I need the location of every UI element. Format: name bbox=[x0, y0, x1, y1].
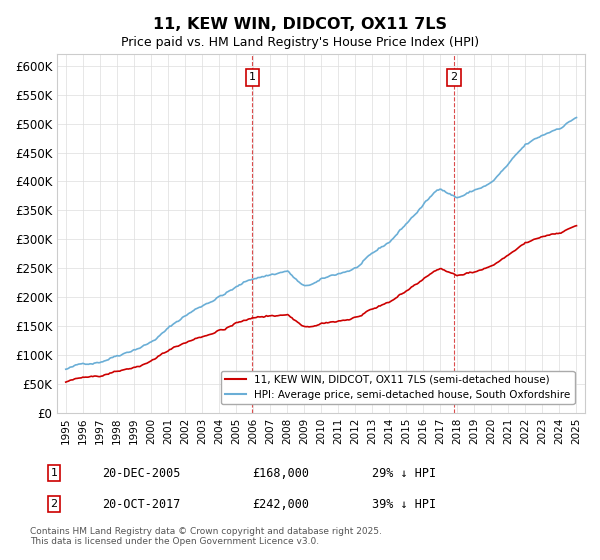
Text: 11, KEW WIN, DIDCOT, OX11 7LS: 11, KEW WIN, DIDCOT, OX11 7LS bbox=[153, 17, 447, 32]
Text: Price paid vs. HM Land Registry's House Price Index (HPI): Price paid vs. HM Land Registry's House … bbox=[121, 36, 479, 49]
Text: 1: 1 bbox=[50, 468, 58, 478]
Text: 1: 1 bbox=[249, 72, 256, 82]
Legend: 11, KEW WIN, DIDCOT, OX11 7LS (semi-detached house), HPI: Average price, semi-de: 11, KEW WIN, DIDCOT, OX11 7LS (semi-deta… bbox=[221, 371, 575, 404]
Text: Contains HM Land Registry data © Crown copyright and database right 2025.
This d: Contains HM Land Registry data © Crown c… bbox=[30, 526, 382, 546]
Text: 2: 2 bbox=[450, 72, 457, 82]
Text: 20-OCT-2017: 20-OCT-2017 bbox=[102, 497, 181, 511]
Text: 39% ↓ HPI: 39% ↓ HPI bbox=[372, 497, 436, 511]
Text: 29% ↓ HPI: 29% ↓ HPI bbox=[372, 466, 436, 480]
Text: 2: 2 bbox=[50, 499, 58, 509]
Text: 20-DEC-2005: 20-DEC-2005 bbox=[102, 466, 181, 480]
Text: £242,000: £242,000 bbox=[252, 497, 309, 511]
Text: £168,000: £168,000 bbox=[252, 466, 309, 480]
